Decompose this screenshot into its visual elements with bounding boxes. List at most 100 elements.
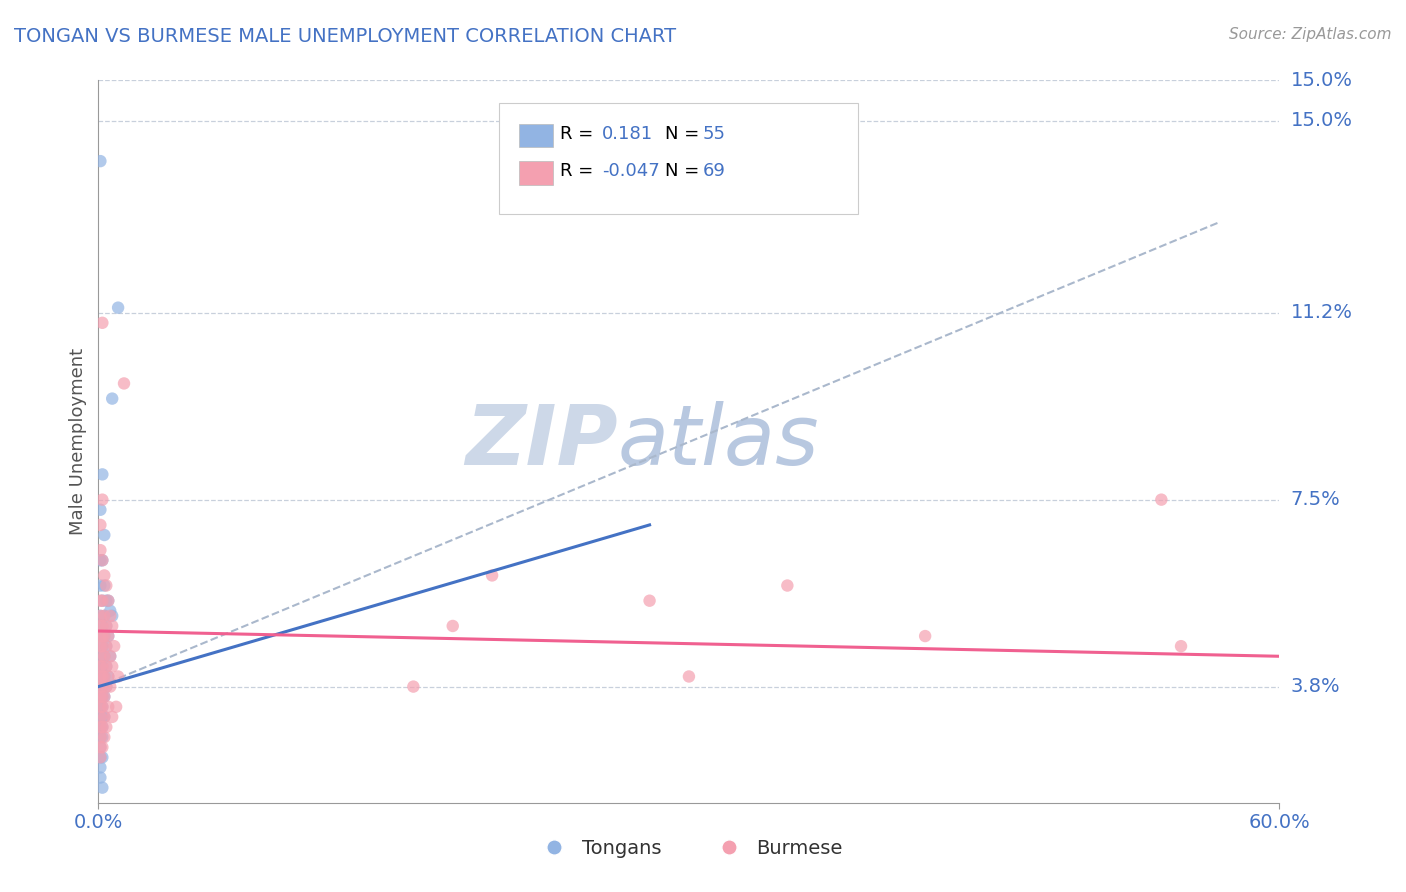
Point [98,680,121,694]
Point [914,629,936,643]
Text: 55: 55 [703,125,725,143]
Point [89,608,111,623]
Point [93,669,115,683]
Point [776,578,799,592]
Text: 15.0%: 15.0% [1291,70,1353,90]
Point [101,710,124,724]
Point [96,680,118,694]
Point [93,649,115,664]
Text: 3.8%: 3.8% [1291,677,1340,696]
Point [97,699,120,714]
Point [91,659,114,673]
Point [98,649,121,664]
Point [89,730,111,744]
Point [91,680,114,694]
Point [89,608,111,623]
Point [89,649,111,664]
Point [91,639,114,653]
Point [93,649,115,664]
Point [89,669,111,683]
Point [98,608,121,623]
Point [101,392,124,406]
Point [89,740,111,755]
Point [91,750,114,764]
Point [638,593,661,607]
Point [97,629,120,643]
Point [91,492,114,507]
Point [93,690,115,704]
Point [89,750,111,764]
Point [91,639,114,653]
Point [89,680,111,694]
Point [96,593,118,607]
Point [91,467,114,482]
Text: 0.181: 0.181 [602,125,652,143]
Point [89,720,111,734]
Point [96,619,118,633]
Point [89,629,111,643]
Text: Source: ZipAtlas.com: Source: ZipAtlas.com [1229,27,1392,42]
Point [91,699,114,714]
Point [89,629,111,643]
Point [112,376,135,391]
Point [93,730,115,744]
Point [97,629,120,643]
Point [96,639,118,653]
Point [96,720,118,734]
Point [93,608,115,623]
Point [93,578,115,592]
Point [441,619,464,633]
Point [96,659,118,673]
Point [93,710,115,724]
Point [91,730,114,744]
Point [481,568,503,582]
Point [91,690,114,704]
Point [1170,639,1192,653]
Point [89,730,111,744]
Text: TONGAN VS BURMESE MALE UNEMPLOYMENT CORRELATION CHART: TONGAN VS BURMESE MALE UNEMPLOYMENT CORR… [14,27,676,45]
Point [89,720,111,734]
Point [89,639,111,653]
Point [97,669,120,683]
Point [93,528,115,542]
Point [91,619,114,633]
Point [91,690,114,704]
Text: atlas: atlas [619,401,820,482]
Point [89,699,111,714]
Point [91,619,114,633]
Point [89,543,111,558]
Point [98,604,121,618]
Text: ZIP: ZIP [465,401,619,482]
Text: 15.0%: 15.0% [1291,112,1353,130]
Text: -0.047: -0.047 [602,162,659,180]
Point [93,629,115,643]
Point [89,649,111,664]
Text: N =: N = [665,162,704,180]
Point [96,578,118,592]
Point [105,699,128,714]
Point [91,593,114,607]
Point [101,608,124,623]
Point [93,629,115,643]
Point [96,680,118,694]
Point [93,690,115,704]
Point [91,710,114,724]
Point [107,669,129,683]
Point [89,771,111,785]
Point [91,669,114,683]
Point [89,740,111,755]
Text: 69: 69 [703,162,725,180]
Point [89,750,111,764]
Point [91,669,114,683]
Point [96,619,118,633]
Legend: Tongans, Burmese: Tongans, Burmese [527,830,851,865]
Point [89,690,111,704]
Point [101,619,124,633]
Point [98,649,121,664]
Point [91,553,114,567]
Text: N =: N = [665,125,704,143]
Point [89,154,111,169]
Point [1150,492,1173,507]
Point [91,659,114,673]
Text: 7.5%: 7.5% [1291,490,1340,509]
